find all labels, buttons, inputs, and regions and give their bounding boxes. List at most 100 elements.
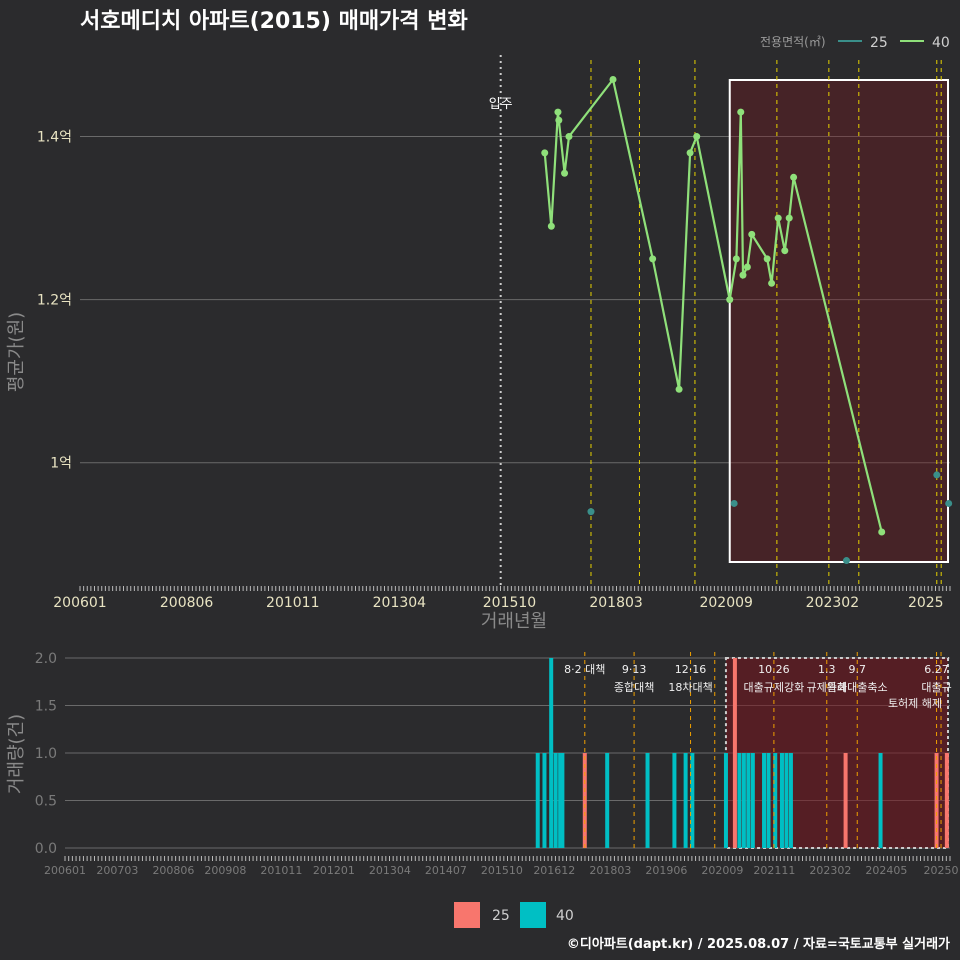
bar-40: [766, 753, 771, 848]
bar-25: [843, 753, 848, 848]
data-point-25: [842, 557, 850, 565]
y-tick-label-volume: 1.5: [35, 699, 57, 715]
x-tick-label-volume: 201612: [533, 864, 575, 877]
y-tick-label-volume: 2.0: [35, 651, 57, 667]
bar-40: [723, 753, 728, 848]
policy-date: 1.3: [818, 663, 836, 676]
bar-40: [558, 753, 563, 848]
x-tick-label-volume: 200601: [44, 864, 86, 877]
legend-title: 전용면적(㎡): [760, 35, 826, 49]
data-point-40: [547, 222, 555, 230]
bar-40: [535, 753, 540, 848]
policy-date: 10.26: [758, 663, 790, 676]
data-point-40: [768, 279, 776, 287]
data-point-40: [748, 230, 756, 238]
y-tick-label-volume: 1.0: [35, 746, 57, 762]
x-tick-label-volume: 201510: [481, 864, 523, 877]
chart-title: 서호메디치 아파트(2015) 매매가격 변화: [80, 9, 468, 34]
x-tick-label: 202302: [806, 595, 859, 611]
data-point-40: [878, 528, 886, 536]
policy-label: 대출규: [921, 681, 951, 694]
volume-bar-chart: 0.0 0.5 1.0 1.5 2.0 8·2 대책 9·13 종합대책 12·16 18차대책 1…: [35, 651, 959, 877]
data-point-40: [726, 296, 734, 304]
data-point-40: [785, 214, 793, 222]
x-tick-label: 201510: [483, 595, 536, 611]
bar-40: [750, 753, 755, 848]
price-line-chart: 1억 1.2억 1.4억 입주 200601 200806 201011 201304 2015…: [37, 55, 953, 611]
bar-40: [773, 753, 778, 848]
x-axis-label-date: 거래년월: [481, 611, 547, 632]
data-point-25: [730, 499, 738, 507]
data-point-25: [587, 508, 595, 516]
y-axis-label-price: 평균가(원): [6, 312, 27, 392]
legend-bottom-label-40: 40: [556, 908, 574, 924]
bar-25: [934, 753, 939, 848]
source-caption: ©디아파트(dapt.kr) / 2025.08.07 / 자료=국토교통부 실…: [567, 936, 950, 952]
bar-40: [784, 753, 789, 848]
bar-40: [605, 753, 610, 848]
x-tick-label-volume: 201201: [313, 864, 355, 877]
data-point-40: [693, 133, 701, 141]
bar-25: [582, 753, 587, 848]
data-point-40: [739, 271, 747, 279]
top-legend: 전용면적(㎡) 25 40: [760, 35, 950, 51]
y-tick-label-volume: 0.5: [35, 794, 57, 810]
data-point-40: [555, 116, 563, 124]
bar-40: [542, 753, 547, 848]
policy-label: 규제완화: [807, 681, 847, 694]
policy-label: 종합대책: [614, 681, 654, 694]
x-tick-label: 201011: [266, 595, 319, 611]
bar-25: [732, 658, 737, 848]
data-point-25: [945, 499, 953, 507]
policy-extra-label: 토허제 해제: [888, 696, 942, 710]
bar-40: [549, 658, 554, 848]
x-tick-label: 201304: [373, 595, 427, 611]
y-tick-label: 1.2억: [37, 293, 72, 309]
policy-label: 특례대출축소: [827, 681, 888, 694]
x-tick-label: 201803: [589, 595, 642, 611]
data-point-40: [743, 263, 751, 271]
y-tick-label-volume: 0.0: [35, 841, 57, 857]
series-line-40: [543, 76, 883, 533]
x-tick-label-volume: 20250: [924, 864, 959, 877]
data-point-40: [565, 133, 573, 141]
bar-40: [779, 753, 784, 848]
bottom-legend: 25 40: [454, 902, 574, 928]
policy-date: 12·16: [675, 663, 707, 676]
x-tick-label: 200806: [160, 595, 214, 611]
x-tick-label-volume: 201407: [425, 864, 467, 877]
policy-date: 8·2 대책: [564, 663, 605, 676]
data-point-40: [732, 255, 740, 263]
legend-swatch-bottom-25: [454, 902, 480, 928]
bar-40: [746, 753, 751, 848]
y-tick-label: 1.4억: [37, 130, 72, 146]
x-tick-label-volume: 202111: [753, 864, 795, 877]
bar-40: [672, 753, 677, 848]
legend-bottom-label-25: 25: [492, 908, 510, 924]
data-point-40: [649, 255, 657, 263]
x-tick-label-volume: 202405: [865, 864, 907, 877]
move-in-label: 입주: [489, 97, 513, 112]
x-tick-label-volume: 202009: [701, 864, 743, 877]
bar-25: [944, 753, 949, 848]
data-point-40: [763, 255, 771, 263]
data-point-40: [774, 214, 782, 222]
x-tick-label-volume: 200703: [96, 864, 138, 877]
data-point-40: [561, 169, 569, 177]
policy-date: 9·13: [622, 663, 647, 676]
bar-40: [560, 753, 565, 848]
highlight-region: [728, 79, 949, 563]
policy-date: 9.7: [848, 663, 866, 676]
data-point-40: [781, 247, 789, 255]
x-tick-label-volume: 200908: [204, 864, 246, 877]
bar-40: [762, 753, 767, 848]
legend-label-25: 25: [870, 35, 888, 51]
bar-40: [878, 753, 883, 848]
data-point-40: [737, 108, 745, 116]
legend-swatch-bottom-40: [520, 902, 546, 928]
bar-40: [690, 753, 695, 848]
x-tick-label-volume: 201803: [589, 864, 631, 877]
data-point-40: [790, 173, 798, 181]
x-tick-label: 202009: [699, 595, 752, 611]
data-point-25: [933, 471, 941, 479]
